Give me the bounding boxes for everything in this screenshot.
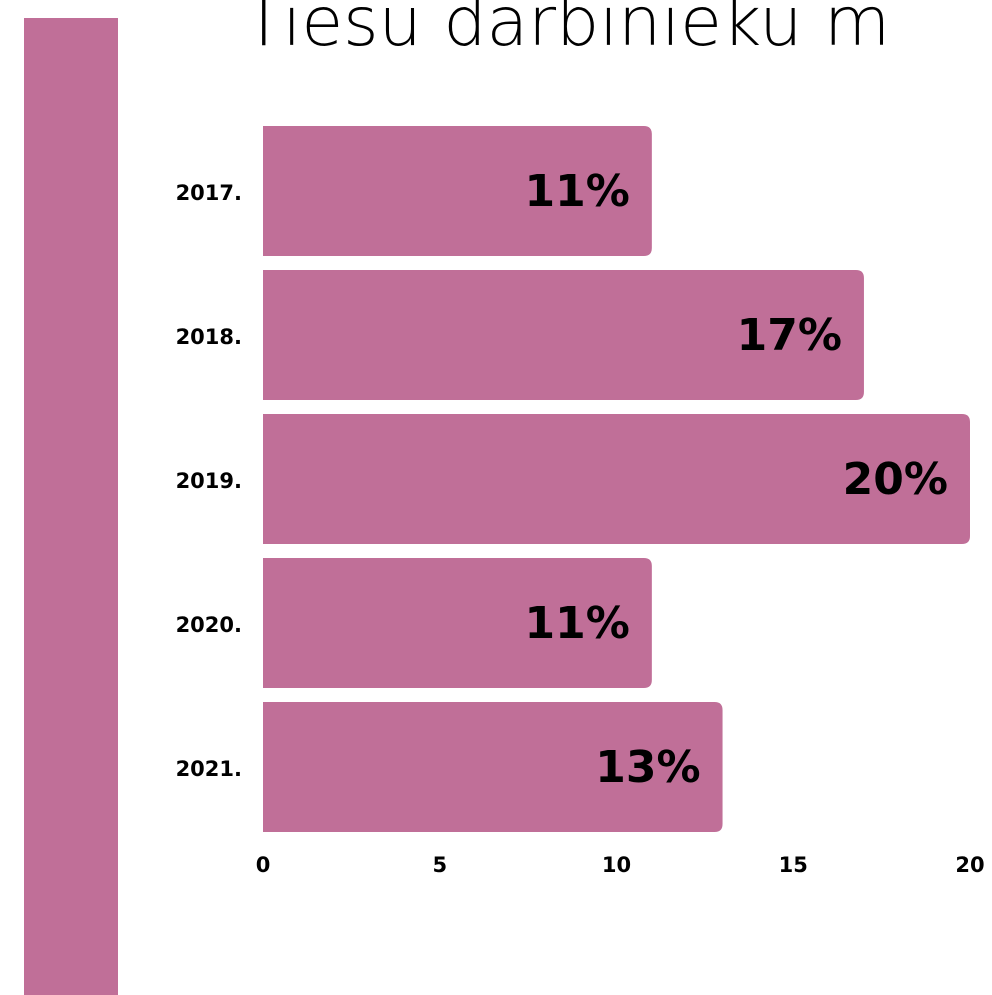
bar bbox=[263, 270, 864, 400]
x-tick-label: 15 bbox=[779, 853, 808, 877]
x-tick-label: 10 bbox=[602, 853, 631, 877]
bar bbox=[263, 702, 723, 832]
y-tick-label: 2020. bbox=[176, 613, 242, 637]
y-tick-label: 2021. bbox=[176, 757, 242, 781]
y-tick-label: 2019. bbox=[176, 469, 242, 493]
value-label: 13% bbox=[595, 742, 700, 793]
x-tick-label: 0 bbox=[256, 853, 271, 877]
bar bbox=[263, 414, 970, 544]
value-label: 11% bbox=[525, 598, 630, 649]
value-label: 11% bbox=[525, 166, 630, 217]
x-tick-label: 5 bbox=[432, 853, 447, 877]
chart-title: Tiesu darbinieku m bbox=[243, 0, 890, 62]
bar bbox=[263, 558, 652, 688]
y-tick-label: 2018. bbox=[176, 325, 242, 349]
y-tick-label: 2017. bbox=[176, 181, 242, 205]
value-label: 20% bbox=[843, 454, 948, 505]
x-tick-label: 20 bbox=[955, 853, 984, 877]
side-band bbox=[24, 18, 118, 995]
value-label: 17% bbox=[737, 310, 842, 361]
bar bbox=[263, 126, 652, 256]
